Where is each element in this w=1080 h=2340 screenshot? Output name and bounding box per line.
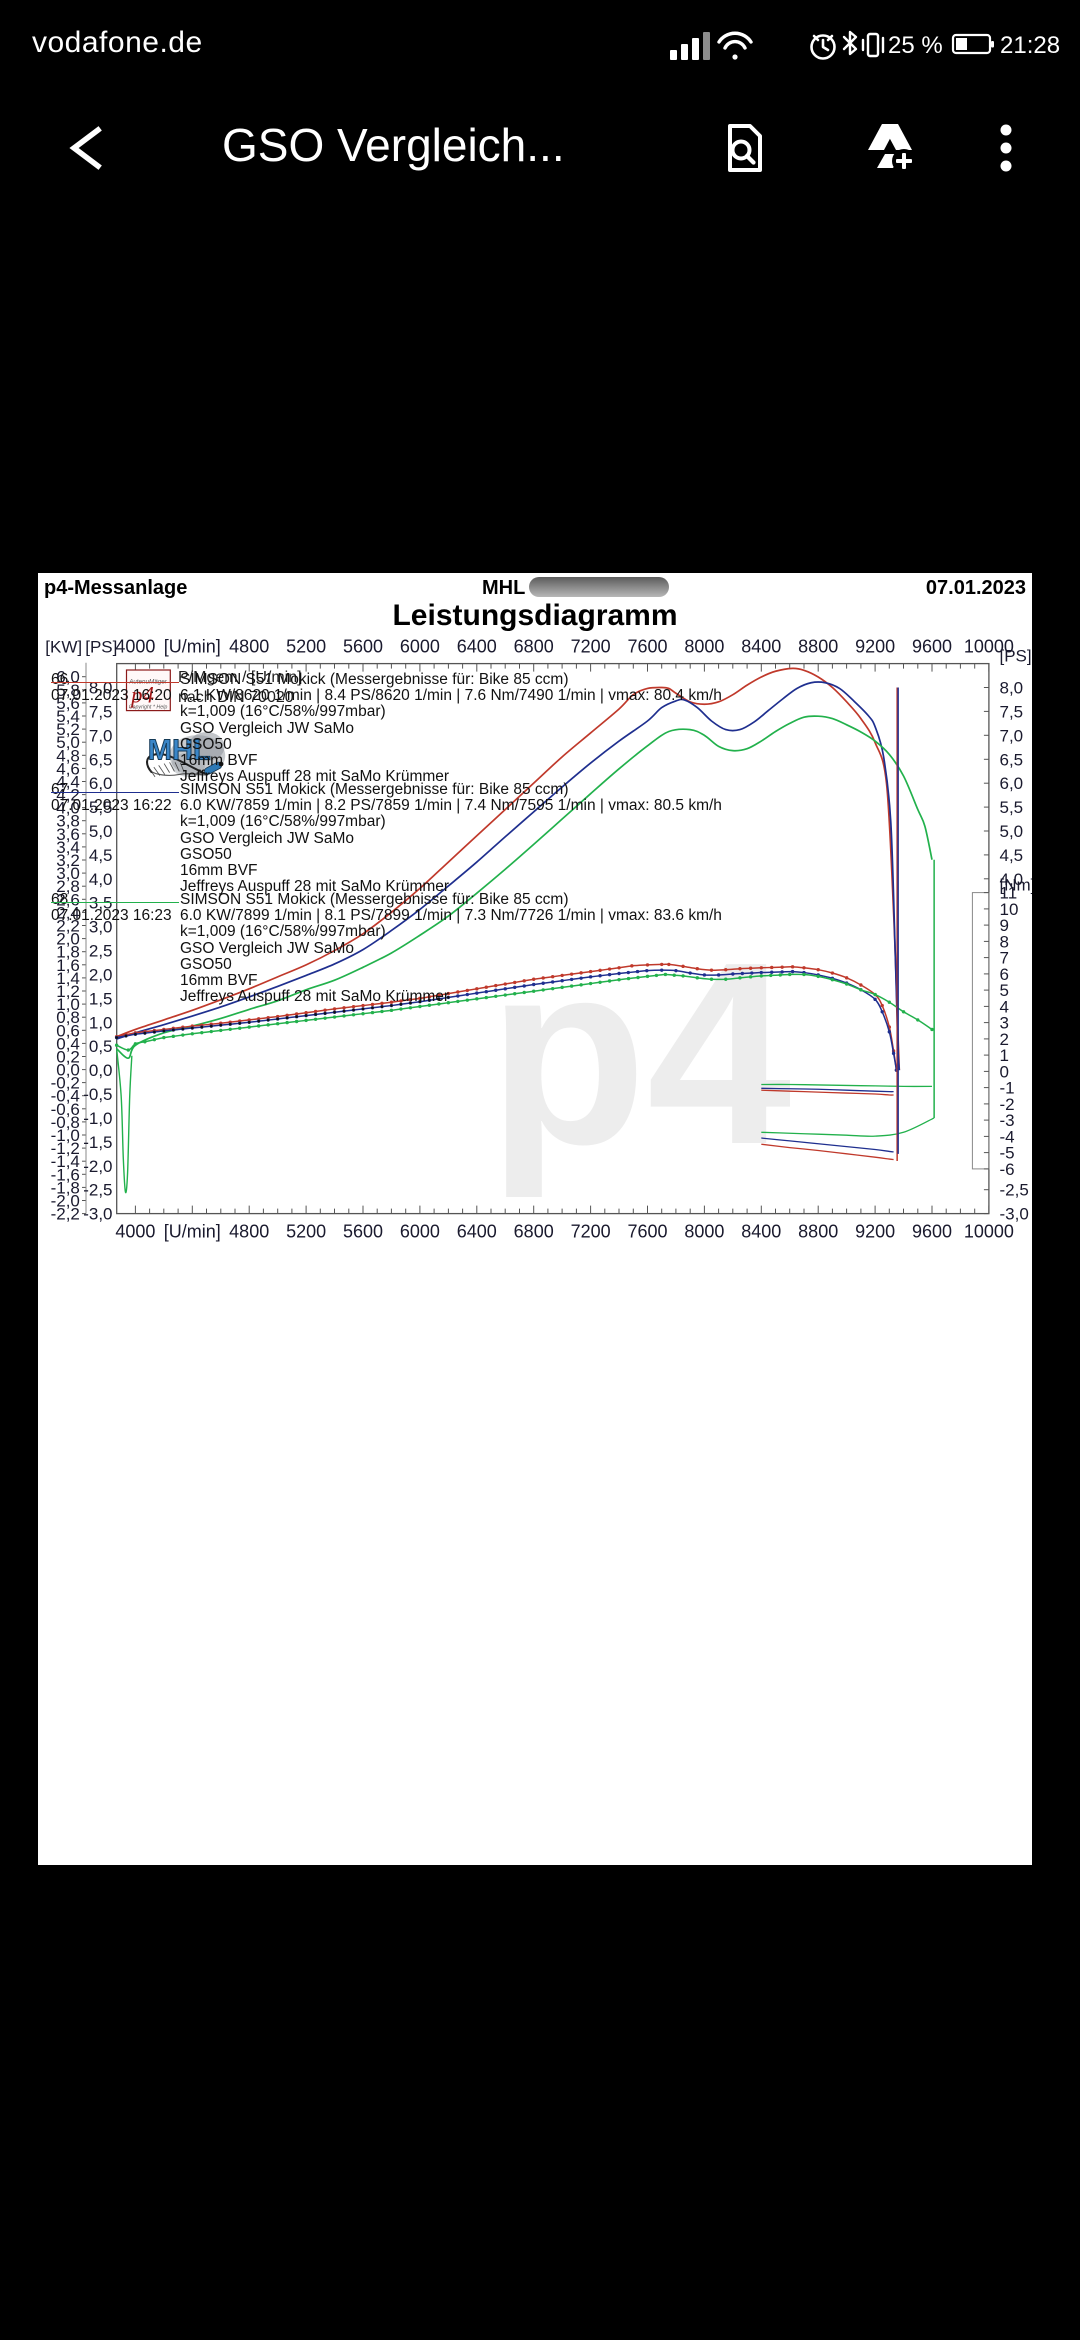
svg-text:21:28: 21:28 bbox=[1000, 32, 1060, 59]
svg-text:25 %: 25 % bbox=[888, 32, 943, 59]
